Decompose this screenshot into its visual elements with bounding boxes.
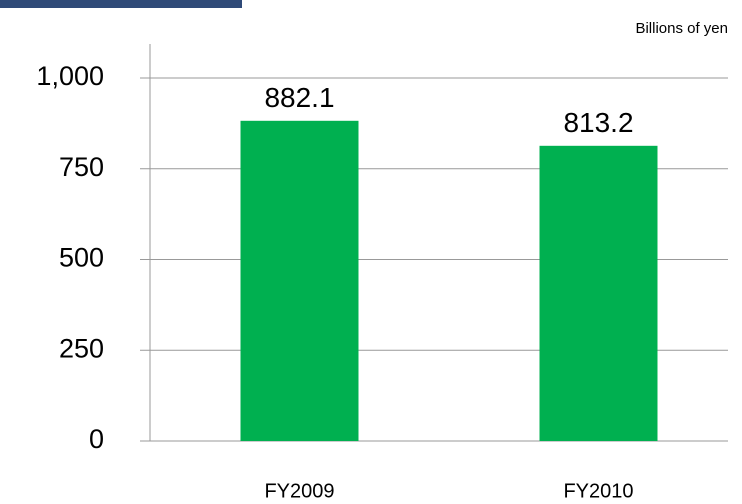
y-tick-label: 0 bbox=[89, 424, 104, 454]
x-tick-label: FY2010 bbox=[563, 480, 633, 502]
y-tick-label: 750 bbox=[59, 152, 104, 182]
y-tick-label: 1,000 bbox=[36, 61, 104, 91]
bar bbox=[539, 145, 658, 441]
value-label: 882.1 bbox=[264, 82, 334, 113]
unit-label: Billions of yen bbox=[635, 20, 728, 37]
x-tick-label: FY2009 bbox=[264, 480, 334, 502]
value-label: 813.2 bbox=[563, 107, 633, 138]
y-tick-label: 250 bbox=[59, 333, 104, 363]
header-bar bbox=[0, 0, 242, 8]
bar bbox=[240, 120, 359, 441]
y-tick-label: 500 bbox=[59, 243, 104, 273]
